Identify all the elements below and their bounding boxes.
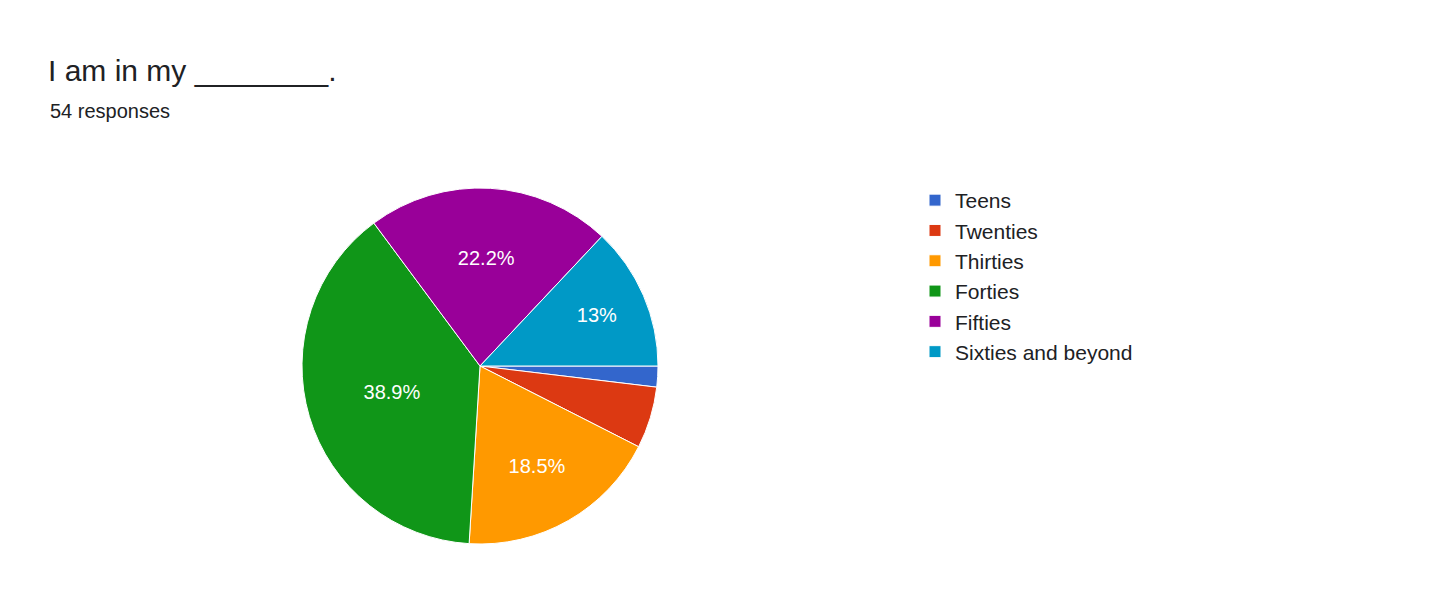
svg-text:Sixties and beyond: Sixties and beyond [955,341,1132,364]
svg-text:13%: 13% [577,304,617,326]
svg-text:38.9%: 38.9% [364,381,421,403]
svg-text:I am in my ________.: I am in my ________. [48,54,337,87]
svg-text:22.2%: 22.2% [458,247,515,269]
svg-text:18.5%: 18.5% [509,455,566,477]
svg-text:Teens: Teens [955,189,1011,212]
svg-text:Forties: Forties [955,280,1019,303]
svg-text:54 responses: 54 responses [50,100,170,122]
svg-text:Twenties: Twenties [955,220,1038,243]
svg-text:Fifties: Fifties [955,311,1011,334]
svg-text:Thirties: Thirties [955,250,1024,273]
